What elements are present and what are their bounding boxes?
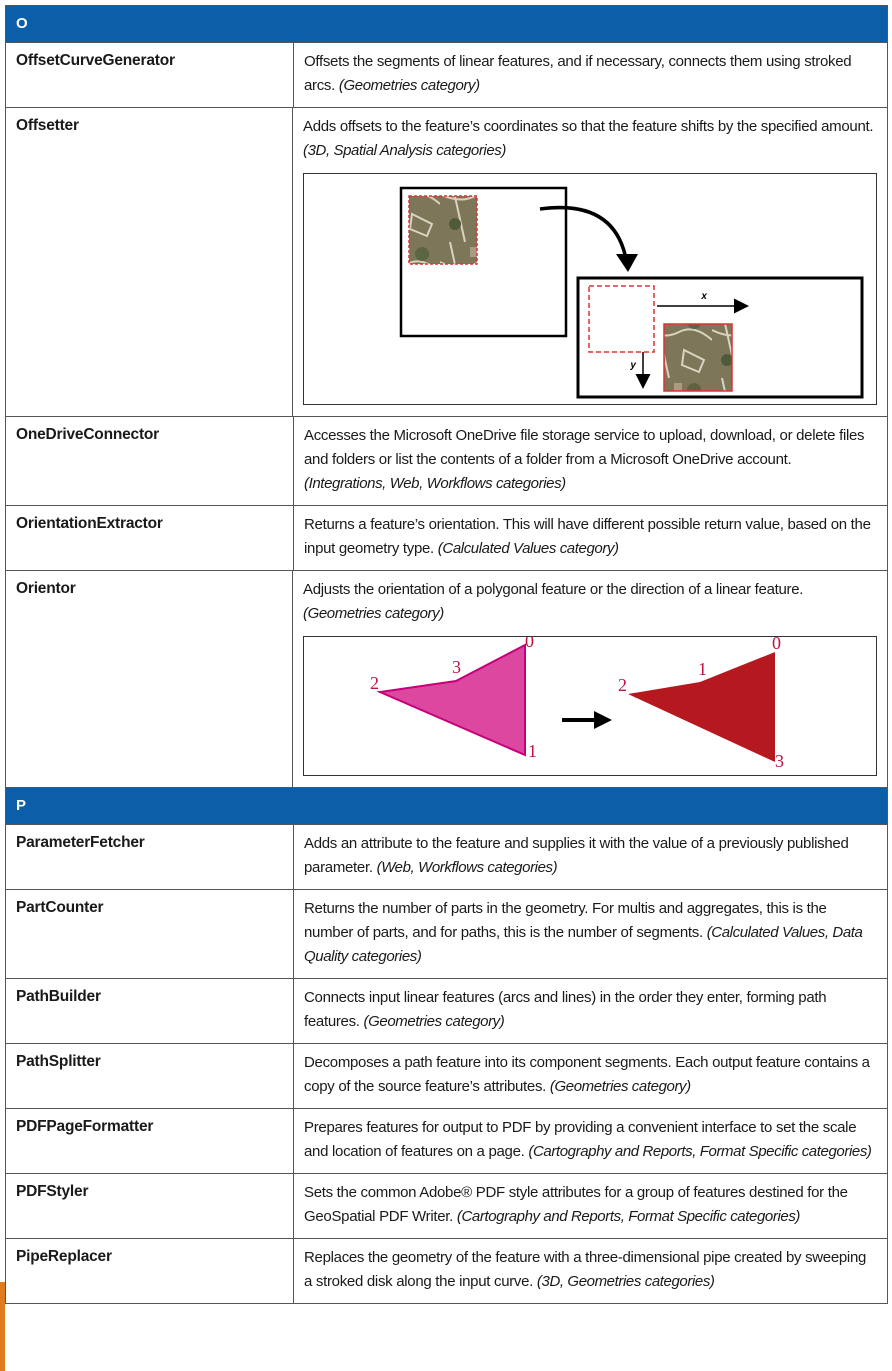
tool-description-cell: Prepares features for output to PDF by p… — [294, 1109, 887, 1173]
tool-name: PDFPageFormatter — [6, 1109, 294, 1173]
tool-category: (Cartography and Reports, Format Specifi… — [528, 1143, 872, 1160]
tool-name: PipeReplacer — [6, 1239, 294, 1303]
tool-description-cell: Sets the common Adobe® PDF style attribu… — [294, 1174, 887, 1238]
tool-category: (Integrations, Web, Workflows categories… — [304, 475, 566, 492]
tool-description-cell: Accesses the Microsoft OneDrive file sto… — [294, 417, 887, 505]
tool-category: (Calculated Values, Data Quality categor… — [304, 924, 863, 965]
tool-category: (Geometries category) — [303, 605, 444, 622]
tool-row: Orientor Adjusts the orientation of a pol… — [6, 571, 887, 788]
tool-name: OffsetCurveGenerator — [6, 43, 294, 107]
tool-row: PathSplitter Decomposes a path feature in… — [6, 1044, 887, 1109]
tool-description-cell: Decomposes a path feature into its compo… — [294, 1044, 887, 1108]
tool-category: (Geometries category) — [338, 77, 480, 94]
tool-description-cell: Adds offsets to the feature’s coordinate… — [293, 108, 887, 416]
tool-description: Connects input linear features (arcs and… — [304, 989, 827, 1030]
tool-category: (Web, Workflows categories) — [376, 859, 558, 876]
vertex-label: 2 — [618, 675, 627, 695]
y-label: y — [629, 360, 636, 371]
tool-row: PDFPageFormatter Prepares features for ou… — [6, 1109, 887, 1174]
tool-row: PathBuilder Connects input linear feature… — [6, 979, 887, 1044]
tool-row: OffsetCurveGenerator Offsets the segments… — [6, 43, 887, 108]
vertex-label: 1 — [528, 741, 537, 761]
tool-category: (3D, Geometries categories) — [536, 1273, 715, 1290]
tool-category: (Geometries category) — [549, 1078, 691, 1095]
tool-row: ParameterFetcher Adds an attribute to the… — [6, 825, 887, 890]
tool-name: PDFStyler — [6, 1174, 294, 1238]
x-label: x — [700, 291, 707, 302]
tool-description: Decomposes a path feature into its compo… — [304, 1054, 870, 1095]
vertex-label: 0 — [772, 636, 781, 653]
tool-row: OneDriveConnector Accesses the Microsoft … — [6, 417, 887, 506]
tool-description: Replaces the geometry of the feature wit… — [304, 1249, 867, 1290]
tool-description: Prepares features for output to PDF by p… — [304, 1119, 857, 1160]
tool-description-cell: Connects input linear features (arcs and… — [294, 979, 887, 1043]
tool-description: Adds offsets to the feature’s coordinate… — [303, 118, 874, 135]
vertex-label: 2 — [370, 673, 379, 693]
tool-row: Offsetter Adds offsets to the feature’s c… — [6, 108, 887, 417]
tool-description: Adjusts the orientation of a polygonal f… — [303, 581, 804, 598]
tool-name: OneDriveConnector — [6, 417, 294, 505]
tool-name: OrientationExtractor — [6, 506, 294, 570]
tool-table: O OffsetCurveGenerator Offsets the segment… — [5, 5, 888, 1304]
tool-name: PathSplitter — [6, 1044, 294, 1108]
tool-name: Orientor — [6, 571, 293, 787]
tool-description-cell: Returns a feature’s orientation. This wi… — [294, 506, 887, 570]
section-header: O — [6, 6, 887, 43]
tool-name: ParameterFetcher — [6, 825, 294, 889]
tool-row: PartCounter Returns the number of parts i… — [6, 890, 887, 979]
vertex-label: 3 — [452, 657, 461, 677]
tool-category: (Cartography and Reports, Format Specifi… — [456, 1208, 801, 1225]
tool-description-cell: Adjusts the orientation of a polygonal f… — [293, 571, 887, 787]
tool-row: PipeReplacer Replaces the geometry of the… — [6, 1239, 887, 1304]
tool-description-cell: Returns the number of parts in the geome… — [294, 890, 887, 978]
tool-category: (3D, Spatial Analysis categories) — [303, 142, 507, 159]
vertex-label: 3 — [775, 751, 784, 771]
tool-name: PartCounter — [6, 890, 294, 978]
orientor-figure: 2 3 0 1 2 1 0 3 — [303, 636, 877, 776]
tool-description: Adds an attribute to the feature and sup… — [304, 835, 849, 876]
vertex-label: 1 — [698, 659, 707, 679]
tool-row: PDFStyler Sets the common Adobe® PDF styl… — [6, 1174, 887, 1239]
tool-description-cell: Adds an attribute to the feature and sup… — [294, 825, 887, 889]
tool-description: Accesses the Microsoft OneDrive file sto… — [304, 427, 865, 468]
tool-description: Sets the common Adobe® PDF style attribu… — [304, 1184, 848, 1225]
tool-description: Returns a feature’s orientation. This wi… — [304, 516, 871, 557]
tool-description: Offsets the segments of linear features,… — [304, 53, 852, 94]
page-edge-tab — [0, 1282, 5, 1371]
tool-row: OrientationExtractor Returns a feature’s … — [6, 506, 887, 571]
tool-name: Offsetter — [6, 108, 293, 416]
offsetter-figure: x y — [303, 173, 877, 405]
tool-category: (Geometries category) — [363, 1013, 505, 1030]
tool-description-cell: Replaces the geometry of the feature wit… — [294, 1239, 887, 1303]
tool-description: Returns the number of parts in the geome… — [304, 900, 827, 941]
tool-description-cell: Offsets the segments of linear features,… — [294, 43, 887, 107]
vertex-label: 0 — [525, 636, 534, 651]
tool-category: (Calculated Values category) — [437, 540, 619, 557]
tool-name: PathBuilder — [6, 979, 294, 1043]
section-header: P — [6, 788, 887, 825]
